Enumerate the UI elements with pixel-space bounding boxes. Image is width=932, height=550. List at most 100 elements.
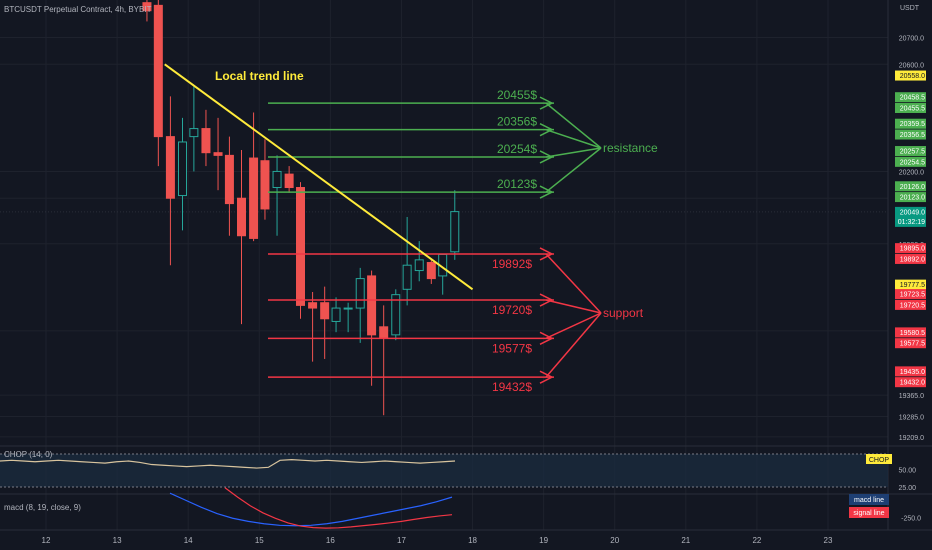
time-axis: 12 13 14 15 16 17 18 19 20 21 22 23 (0, 529, 932, 545)
signal-legend-text: signal line (853, 510, 884, 517)
support-arrow-head (539, 331, 554, 346)
price-tag-bg (895, 279, 926, 290)
price-tag-text: 20049.0 (900, 209, 925, 216)
price-tag-text: 19777.5 (900, 282, 925, 289)
price-tag-bg (895, 192, 926, 203)
macd-tick-label: -250.0 (901, 515, 921, 522)
price-tag-bg (895, 299, 926, 310)
price-tag-text: 19577.5 (900, 341, 925, 348)
price-tick-label: 19365.0 (899, 393, 924, 400)
time-tick-label: 14 (184, 536, 193, 545)
chop-tick-label: 50.00 (898, 467, 916, 474)
macd-label[interactable]: macd (8, 19, close, 9) (4, 503, 81, 512)
price-tag-bg (895, 92, 926, 103)
macd-indicator-pane: -250.0 macd line signal line (0, 487, 932, 529)
price-tick-label: 19285.0 (899, 415, 924, 422)
price-tag-bg (895, 243, 926, 254)
signal-line (224, 487, 453, 529)
candle-body (402, 264, 412, 290)
resistance-arrow (545, 147, 602, 193)
resistance-arrow (545, 147, 602, 158)
support-arrow-head (539, 293, 554, 307)
price-tag-text: 19720.5 (900, 302, 925, 309)
time-tick-label: 22 (752, 536, 761, 545)
chop-tag-text: CHOP (869, 457, 890, 464)
price-tag-countdown: 01:32:19 (898, 219, 925, 226)
level-lines: 20455$ 20356$ 20254$ 20123$ 19892$ 19720$ 1957… (268, 88, 554, 394)
candle-body (142, 2, 152, 12)
resistance-label: 20455$ (497, 88, 537, 102)
support-arrow (545, 312, 602, 378)
chop-tick-label: 25.00 (898, 485, 916, 492)
chop-indicator-pane: CHOP 50.00 25.00 (0, 445, 932, 492)
price-tag-text: 19723.5 (900, 292, 925, 299)
chop-line (0, 459, 456, 469)
price-tick-label: 20700.0 (899, 36, 924, 43)
annotation-arrows: resistance support (539, 96, 658, 384)
resistance-arrow (545, 102, 602, 149)
time-tick-label: 21 (681, 536, 690, 545)
candle-body (308, 302, 318, 309)
candle-body (224, 154, 234, 205)
time-tick-label: 18 (468, 536, 477, 545)
candle-body (355, 278, 365, 309)
price-tag-bg (895, 253, 926, 264)
trend-line (164, 63, 474, 291)
support-arrow (545, 253, 602, 314)
macd-line (169, 492, 453, 527)
macd-legend-bg (849, 494, 889, 505)
signal-legend-bg (849, 507, 889, 518)
candle-body (426, 262, 436, 280)
chop-band (0, 454, 888, 487)
chop-tag-bg (866, 454, 892, 464)
support-label: 19892$ (492, 257, 532, 271)
price-tag-bg (895, 118, 926, 129)
resistance-arrow-head (539, 150, 554, 164)
resistance-annotation: resistance (603, 141, 658, 155)
candle-body (391, 294, 401, 336)
candle-body (201, 128, 211, 154)
candlestick-series (142, 0, 460, 416)
candle-body (260, 160, 270, 210)
price-tag-bg (895, 206, 926, 227)
time-tick-label: 16 (326, 536, 335, 545)
time-tick-label: 15 (255, 536, 264, 545)
candle-body (450, 211, 460, 253)
resistance-label: 20254$ (497, 142, 537, 156)
price-tag-text: 20455.5 (900, 105, 925, 112)
candle-body (189, 128, 199, 138)
resistance-arrow-head (539, 122, 554, 137)
price-tag-bg (895, 102, 926, 113)
price-tag-text: 20356.5 (900, 132, 925, 139)
price-tag-bg (895, 377, 926, 388)
time-tick-label: 13 (113, 536, 122, 545)
resistance-arrow-head (539, 185, 554, 199)
support-label: 19577$ (492, 341, 532, 355)
candle-body (414, 259, 424, 272)
support-annotation: support (603, 306, 644, 320)
candle-body (284, 173, 294, 189)
resistance-arrow-head (539, 96, 554, 110)
price-tag-text: 20359.5 (900, 121, 925, 128)
candle-body (367, 275, 377, 336)
resistance-label: 20356$ (497, 115, 537, 129)
time-tick-label: 20 (610, 536, 619, 545)
price-tag-text: 20254.5 (900, 159, 925, 166)
price-tag-text: 20123.0 (900, 195, 925, 202)
price-tick-label: 20200.0 (899, 169, 924, 176)
candle-body (331, 307, 341, 322)
price-tick-label: 20600.0 (899, 62, 924, 69)
candle-body (237, 197, 246, 237)
support-arrow-head (539, 370, 554, 384)
candle-body (379, 326, 389, 339)
price-tag-bg (895, 338, 926, 349)
price-tag-bg (895, 181, 926, 192)
trend-line-label: Local trend line (215, 69, 304, 83)
chart-grid (0, 0, 888, 530)
candle-body (177, 141, 187, 197)
candle-body (272, 170, 282, 189)
price-tag-bg (895, 327, 926, 338)
candle-body (296, 187, 306, 306)
chop-label[interactable]: CHOP (14, 0) (4, 450, 53, 459)
